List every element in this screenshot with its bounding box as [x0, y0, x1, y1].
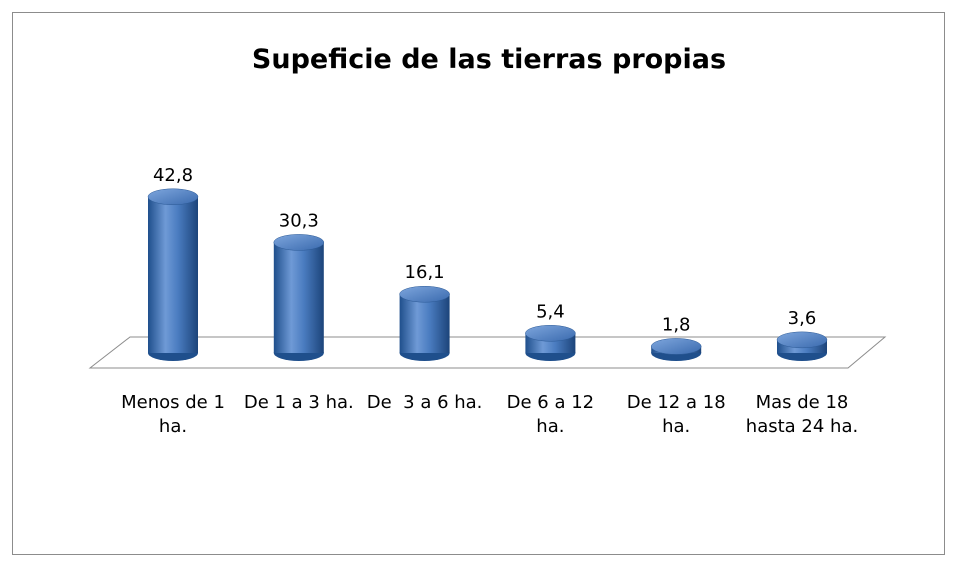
bar-top [525, 325, 576, 342]
bar-body [273, 242, 324, 353]
x-tick-label: De 1 a 3 ha. [243, 392, 354, 413]
bar-top [650, 338, 702, 355]
bar [399, 285, 450, 361]
x-tick-label: De 6 a 12 ha. [506, 392, 600, 437]
bar-body [148, 196, 198, 353]
bar [525, 325, 576, 361]
chart-title: Supeficie de las tierras propias [252, 44, 726, 75]
data-label: 30,3 [279, 210, 319, 231]
bar [650, 338, 702, 361]
data-label: 42,8 [153, 165, 193, 186]
bar-body [399, 294, 450, 353]
x-tick-label: De 12 a 18 ha. [626, 392, 732, 437]
x-tick-label: Menos de 1 ha. [121, 392, 231, 437]
bar-top [399, 285, 450, 303]
data-label: 3,6 [788, 308, 817, 329]
bar [273, 234, 325, 361]
data-label: 1,8 [662, 314, 691, 335]
bar [147, 188, 199, 361]
x-tick-label: Mas de 18 hasta 24 ha. [745, 392, 859, 437]
data-label: 16,1 [405, 262, 445, 283]
x-tick-label: De 3 a 6 ha. [366, 392, 483, 413]
bar [776, 331, 828, 361]
bar-top [273, 234, 325, 251]
bar-top [147, 188, 199, 206]
floor [88, 336, 887, 369]
data-label: 5,4 [536, 301, 565, 322]
bar-top [776, 331, 828, 349]
